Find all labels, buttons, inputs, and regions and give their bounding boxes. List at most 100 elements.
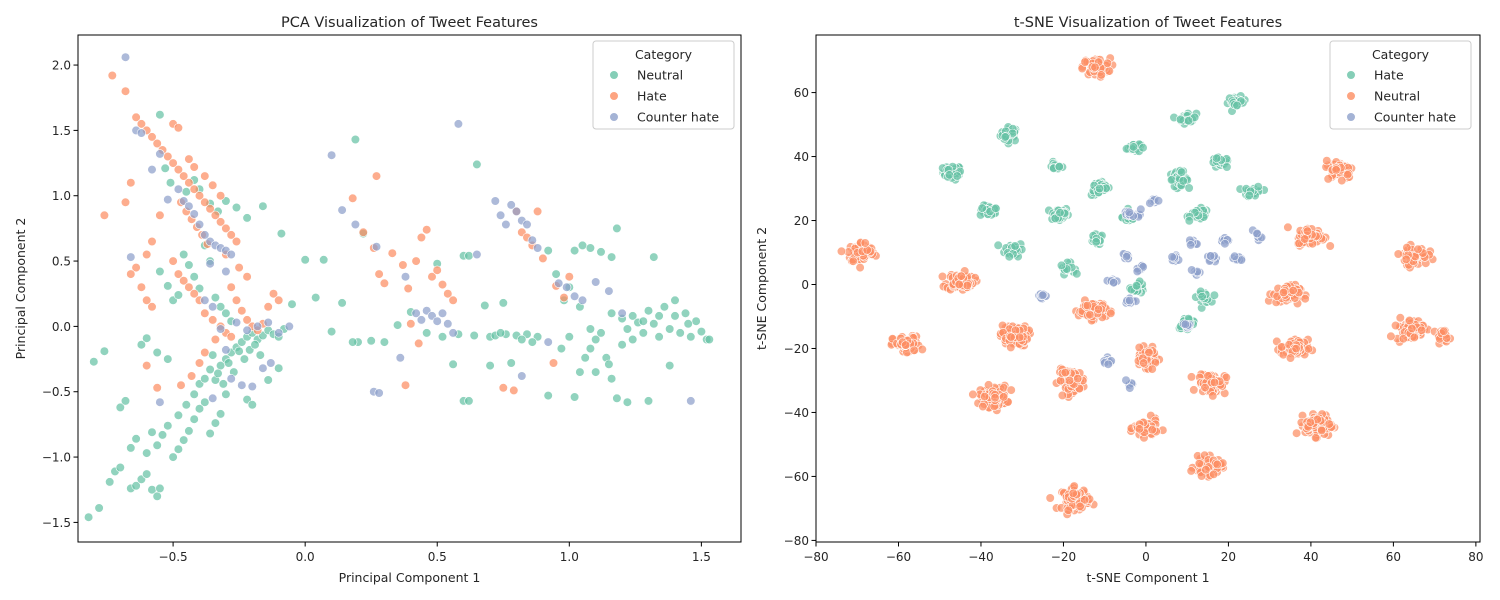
tsne-y-tick-label: −60: [784, 470, 809, 484]
pca-point-neutral: [155, 110, 165, 120]
pca-point-neutral: [569, 246, 580, 256]
pca-point-counter-hate: [453, 119, 464, 129]
pca-legend: Category Neutral Hate Counter hate: [592, 40, 735, 130]
pca-x-ticks: −0.5 0.0 0.5 1.0 1.5: [159, 542, 711, 564]
tsne-point-neutral: [1417, 325, 1427, 335]
pca-point-neutral: [142, 469, 152, 479]
pca-point-hate: [131, 112, 141, 122]
pca-point-hate: [142, 295, 152, 305]
pca-point-neutral: [189, 389, 199, 399]
tsne-point-neutral: [901, 340, 911, 350]
tsne-point-neutral: [1090, 62, 1100, 72]
pca-point-hate: [194, 358, 205, 368]
tsne-point-neutral: [1398, 334, 1408, 344]
tsne-point-neutral: [1085, 310, 1095, 320]
tsne-point-neutral: [979, 392, 990, 402]
pca-point-hate: [406, 319, 416, 329]
pca-point-hate: [403, 283, 413, 294]
tsne-point-neutral: [1401, 254, 1411, 264]
pca-point-neutral: [472, 159, 482, 169]
pca-point-counter-hate: [416, 315, 427, 325]
pca-point-neutral: [105, 477, 115, 487]
pca-point-neutral: [469, 330, 479, 341]
pca-point-neutral: [517, 334, 527, 345]
tsne-point-neutral: [1134, 342, 1144, 353]
pca-point-counter-hate: [200, 295, 210, 305]
pca-point-counter-hate: [506, 200, 516, 210]
tsne-point-neutral: [1317, 425, 1327, 436]
tsne-point-hate: [1183, 116, 1194, 126]
pca-point-counter-hate: [263, 317, 273, 328]
pca-point-neutral: [612, 223, 622, 233]
pca-point-neutral: [194, 404, 205, 414]
pca-point-neutral: [152, 440, 162, 450]
pca-point-neutral: [604, 359, 614, 369]
pca-point-hate: [371, 171, 382, 181]
pca-point-counter-hate: [242, 325, 252, 335]
pca-point-hate: [147, 236, 157, 247]
pca-point-neutral: [665, 324, 675, 334]
pca-point-hate: [348, 193, 358, 203]
tsne-point-neutral: [1402, 243, 1412, 253]
tsne-point-hate: [1166, 175, 1177, 185]
pca-point-neutral: [585, 243, 596, 253]
tsne-point-neutral: [954, 279, 964, 290]
pca-point-counter-hate: [543, 337, 553, 347]
pca-point-neutral: [168, 452, 178, 462]
tsne-point-hate: [991, 203, 1001, 213]
pca-point-hate: [147, 302, 157, 312]
pca-point-counter-hate: [173, 184, 183, 194]
pca-point-neutral: [680, 308, 691, 318]
tsne-point-neutral: [860, 238, 870, 248]
pca-point-neutral: [696, 327, 707, 337]
tsne-point-counter-hate: [1220, 239, 1230, 249]
pca-point-counter-hate: [155, 149, 165, 159]
pca-point-hate: [189, 289, 199, 299]
pca-point-hate: [189, 184, 199, 194]
pca-point-hate: [208, 315, 218, 325]
pca-point-neutral: [258, 201, 268, 211]
pca-point-neutral: [213, 368, 223, 379]
tsne-x-tick-label: 0: [1142, 550, 1150, 564]
pca-y-tick-label: 2.0: [52, 59, 71, 73]
tsne-point-neutral: [990, 393, 1000, 403]
pca-point-counter-hate: [400, 272, 411, 282]
pca-point-hate: [200, 308, 210, 318]
pca-point-neutral: [649, 252, 659, 262]
pca-point-hate: [99, 210, 109, 220]
tsne-x-tick-label: −20: [1051, 550, 1076, 564]
pca-point-neutral: [83, 512, 94, 522]
pca-point-hate: [221, 223, 231, 233]
pca-y-ticks: −1.5 −1.0 −0.5 0.0 0.5 1.0 1.5 2.0: [42, 59, 78, 530]
tsne-point-counter-hate: [1132, 266, 1142, 277]
pca-point-neutral: [287, 299, 297, 309]
pca-legend-marker: [609, 91, 619, 101]
tsne-point-neutral: [1096, 70, 1106, 80]
pca-point-neutral: [311, 293, 321, 303]
pca-point-hate: [126, 178, 136, 188]
tsne-y-tick-label: 40: [794, 150, 809, 164]
tsne-point-neutral: [1102, 58, 1113, 68]
tsne-point-neutral: [1068, 488, 1078, 498]
pca-point-neutral: [210, 293, 220, 303]
pca-point-neutral: [274, 363, 284, 373]
tsne-plot-frame: [815, 34, 1481, 543]
pca-point-hate: [242, 315, 252, 325]
pca-point-hate: [274, 295, 284, 305]
tsne-point-neutral: [1302, 226, 1313, 236]
tsne-point-neutral: [1189, 385, 1199, 395]
pca-point-neutral: [147, 427, 157, 437]
pca-point-hate: [200, 197, 210, 207]
pca-legend-title: Category: [635, 47, 693, 62]
pca-point-hate: [205, 204, 215, 214]
tsne-point-neutral: [1201, 465, 1211, 475]
tsne-point-hate: [1184, 216, 1194, 226]
tsne-point-hate: [1131, 281, 1142, 291]
pca-point-hate: [226, 282, 236, 292]
pca-plot-frame: [77, 34, 742, 543]
pca-point-hate: [216, 191, 226, 201]
pca-point-neutral: [337, 298, 347, 308]
pca-point-neutral: [464, 251, 474, 261]
pca-point-hate: [422, 225, 432, 235]
pca-point-hate: [432, 265, 442, 275]
